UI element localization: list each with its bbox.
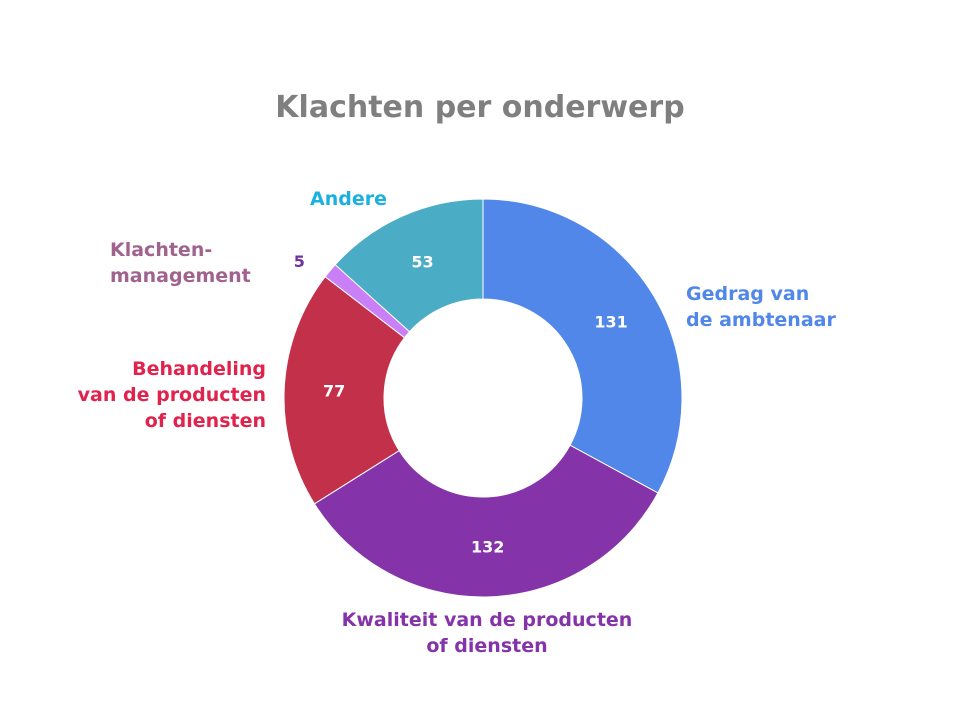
value-label-andere: 53: [411, 252, 433, 271]
value-label-behandeling: 77: [323, 381, 345, 400]
value-label-gedrag: 131: [594, 312, 627, 331]
value-label-klachtenmanagement: 5: [294, 252, 305, 271]
category-label-gedrag: Gedrag van de ambtenaar: [686, 283, 836, 331]
slice-gedrag: [482, 198, 683, 494]
category-label-kwaliteit: Kwaliteit van de producten of diensten: [341, 609, 633, 657]
category-label-behandeling: Behandeling van de producten of diensten: [77, 358, 266, 432]
value-label-kwaliteit: 132: [471, 537, 504, 556]
slice-andere: [334, 198, 484, 333]
category-label-klachtenmanagement: Klachten- management: [110, 239, 251, 287]
category-label-andere: Andere: [310, 188, 387, 210]
slice-kwaliteit: [313, 444, 659, 598]
chart-title: Klachten per onderwerp: [275, 90, 685, 125]
slice-behandeling: [283, 276, 406, 505]
